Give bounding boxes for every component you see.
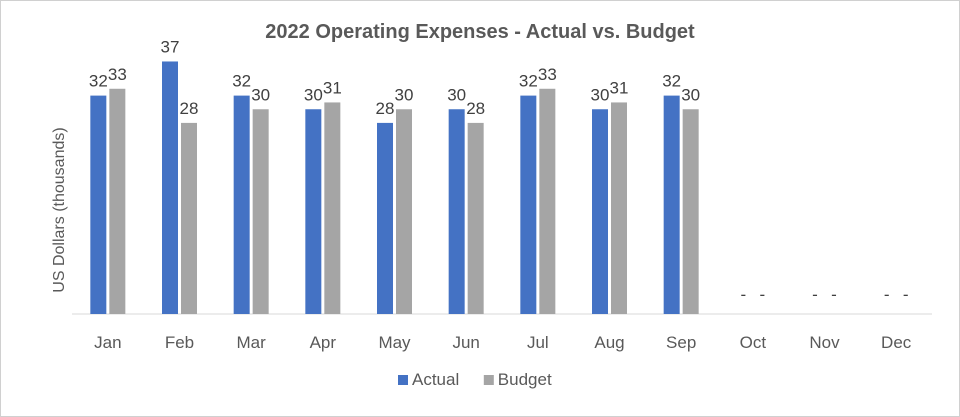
data-label-actual-aug: 30 — [591, 85, 610, 104]
data-label-budget-oct: - — [759, 285, 765, 304]
x-tick-sep: Sep — [666, 333, 696, 352]
legend-swatch-budget — [483, 375, 494, 385]
bar-actual-mar — [233, 95, 250, 314]
y-axis-label: US Dollars (thousands) — [51, 127, 68, 292]
bar-actual-jan — [90, 95, 107, 314]
legend-label-budget: Budget — [498, 370, 552, 389]
legend: Actual Budget — [398, 370, 552, 389]
bar-budget-sep — [682, 109, 699, 314]
bar-actual-aug — [592, 109, 608, 314]
data-label-budget-sep: 30 — [681, 85, 700, 104]
data-label-actual-jun: 30 — [447, 85, 466, 104]
data-label-actual-oct: - — [740, 285, 746, 304]
data-label-budget-may: 30 — [395, 85, 414, 104]
data-label-actual-feb: 37 — [161, 37, 180, 56]
x-tick-jan: Jan — [94, 333, 121, 352]
data-label-budget-mar: 30 — [251, 85, 270, 104]
data-label-actual-mar: 32 — [232, 72, 251, 91]
chart-title: 2022 Operating Expenses - Actual vs. Bud… — [265, 21, 695, 43]
bar-actual-apr — [305, 109, 322, 314]
x-tick-oct: Oct — [740, 333, 767, 352]
x-tick-may: May — [378, 333, 411, 352]
bar-actual-feb — [162, 61, 178, 314]
x-tick-jul: Jul — [527, 333, 549, 352]
data-label-actual-nov: - — [812, 285, 818, 304]
x-tick-dec: Dec — [881, 333, 912, 352]
data-label-budget-jan: 33 — [108, 65, 127, 84]
bar-budget-may — [396, 109, 412, 314]
data-label-actual-may: 28 — [376, 99, 395, 118]
x-tick-mar: Mar — [237, 333, 267, 352]
bar-actual-sep — [663, 95, 680, 314]
data-label-budget-jun: 28 — [466, 99, 485, 118]
bar-budget-jun — [467, 122, 484, 315]
data-label-actual-apr: 30 — [304, 85, 323, 104]
data-label-actual-sep: 32 — [662, 72, 681, 91]
x-tick-aug: Aug — [594, 333, 624, 352]
x-tick-apr: Apr — [310, 333, 337, 352]
data-label-budget-dec: - — [903, 285, 909, 304]
data-label-budget-aug: 31 — [610, 78, 629, 97]
bar-budget-mar — [252, 109, 269, 314]
bar-budget-jul — [539, 88, 556, 315]
data-label-actual-dec: - — [884, 285, 890, 304]
data-label-actual-jul: 32 — [519, 72, 538, 91]
x-tick-nov: Nov — [809, 333, 840, 352]
bar-actual-jun — [448, 109, 465, 314]
x-tick-feb: Feb — [165, 333, 194, 352]
bar-budget-apr — [324, 102, 341, 314]
x-tick-jun: Jun — [452, 333, 479, 352]
data-label-budget-apr: 31 — [323, 78, 342, 97]
data-label-budget-jul: 33 — [538, 65, 557, 84]
bar-budget-feb — [181, 122, 197, 315]
legend-label-actual: Actual — [412, 370, 459, 389]
data-label-budget-nov: - — [831, 285, 837, 304]
data-label-budget-feb: 28 — [180, 99, 199, 118]
data-label-actual-jan: 32 — [89, 72, 108, 91]
bar-budget-aug — [611, 102, 627, 314]
bar-actual-may — [377, 122, 393, 315]
bar-budget-jan — [109, 88, 126, 315]
legend-swatch-actual — [398, 375, 408, 385]
bar-actual-jul — [520, 95, 537, 314]
bars-group — [90, 61, 699, 315]
x-tick-labels: Jan Feb Mar Apr May Jun Jul Aug Sep Oct Nov Dec — [94, 333, 912, 352]
